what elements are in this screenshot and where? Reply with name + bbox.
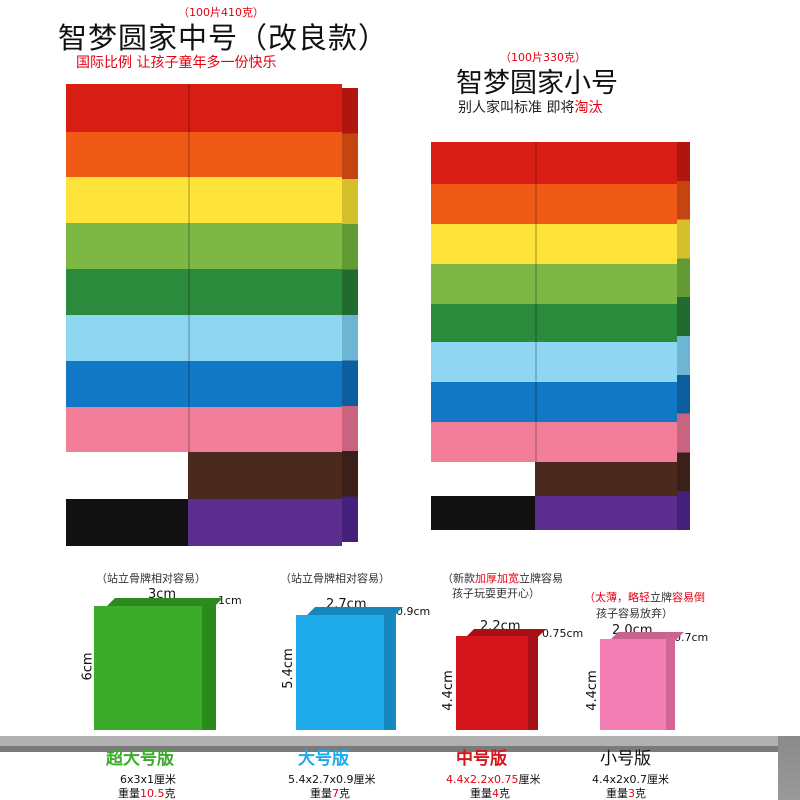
l-height-label: 5.4cm xyxy=(280,648,296,689)
s-note-d: 容易倒 xyxy=(672,591,705,604)
s-note2: 孩子容易放弃） xyxy=(596,607,673,620)
m-note-c: 立牌容易 xyxy=(519,572,563,585)
small-spec: （100片330克） xyxy=(500,51,586,64)
medium-domino-stack xyxy=(66,84,358,546)
xl-dims: 6x3x1厘米 xyxy=(120,773,177,786)
xl-domino-side xyxy=(202,604,216,730)
s-weight-value: 3 xyxy=(628,787,635,800)
s-height-label: 4.4cm xyxy=(584,670,600,711)
m-weight: 重量4克 xyxy=(470,788,510,799)
s-weight-unit: 克 xyxy=(635,787,646,800)
m-name: 中号版 xyxy=(456,749,507,769)
medium-subtitle: 国际比例 让孩子童年多一份快乐 xyxy=(76,55,277,71)
l-weight-value: 7 xyxy=(332,787,339,800)
m-weight-value: 4 xyxy=(492,787,499,800)
small-row-lightgreen xyxy=(431,264,677,304)
m-note2: 孩子玩耍更开心） xyxy=(452,587,540,600)
xl-width-label: 3cm xyxy=(148,587,177,602)
s-thickness-label: 0.7cm xyxy=(674,631,709,644)
s-weight-prefix: 重量 xyxy=(606,787,628,800)
xl-name: 超大号版 xyxy=(106,749,174,769)
l-domino xyxy=(296,615,384,730)
m-dims: 4.4x2.2x0.75厘米 xyxy=(446,774,541,785)
m-thickness-label: 0.75cm xyxy=(542,627,584,640)
l-weight-prefix: 重量 xyxy=(310,787,332,800)
small-row-red xyxy=(431,142,677,184)
small-row-pink xyxy=(431,422,677,462)
m-height-label: 4.4cm xyxy=(440,670,456,711)
medium-row-orange xyxy=(66,132,342,177)
small-block-purple xyxy=(535,496,677,530)
medium-row-red xyxy=(66,84,342,132)
s-dims: 4.4x2x0.7厘米 xyxy=(592,773,670,786)
display-base-front xyxy=(0,746,800,752)
s-note-a: （太薄， xyxy=(584,591,628,604)
medium-row-pink xyxy=(66,407,342,452)
small-block-white xyxy=(431,462,535,496)
l-domino-side xyxy=(384,613,396,730)
xl-weight-value: 10.5 xyxy=(140,787,165,800)
small-row-darkgreen xyxy=(431,304,677,342)
s-domino xyxy=(600,639,666,730)
medium-row-darkgreen xyxy=(66,269,342,315)
l-weight: 重量7克 xyxy=(310,788,350,799)
m-note: （新款加厚加宽立牌容易 xyxy=(442,573,563,584)
small-title: 智梦圆家小号 xyxy=(456,68,618,99)
medium-row-lightgreen xyxy=(66,223,342,269)
medium-block-brown xyxy=(188,452,342,499)
small-row-skyblue xyxy=(431,342,677,382)
xl-height-label: 6cm xyxy=(80,652,96,681)
m-domino-side xyxy=(528,634,538,730)
m-note-b: 加厚加宽 xyxy=(475,572,519,585)
xl-note: （站立骨牌相对容易） xyxy=(96,572,206,585)
small-row-blue xyxy=(431,382,677,422)
medium-stack-side xyxy=(340,88,358,542)
l-weight-unit: 克 xyxy=(339,787,350,800)
s-note: （太薄，略轻立牌容易倒 xyxy=(584,592,705,603)
medium-row-blue xyxy=(66,361,342,407)
s-domino-side xyxy=(666,637,675,730)
l-note: （站立骨牌相对容易） xyxy=(280,572,390,585)
medium-spec: （100片410克） xyxy=(178,6,264,19)
small-block-black xyxy=(431,496,535,530)
medium-rows xyxy=(66,84,342,546)
xl-weight-unit: 克 xyxy=(164,787,176,800)
small-subtitle-highlight: 淘汰 xyxy=(574,100,603,116)
s-weight: 重量3克 xyxy=(606,788,646,799)
m-weight-unit: 克 xyxy=(499,787,510,800)
xl-weight-prefix: 重量 xyxy=(118,787,140,800)
small-block-brown xyxy=(535,462,677,496)
s-name: 小号版 xyxy=(600,749,651,769)
l-thickness-label: 0.9cm xyxy=(396,605,431,618)
m-note-a: （新款 xyxy=(442,572,475,585)
l-dims: 5.4x2.7x0.9厘米 xyxy=(288,773,376,786)
medium-block-purple xyxy=(188,499,342,546)
medium-title: 智梦圆家中号（改良款） xyxy=(58,21,389,55)
medium-row-yellow xyxy=(66,177,342,223)
medium-block-black xyxy=(66,499,188,546)
s-note-c: 立牌 xyxy=(650,591,672,604)
m-weight-prefix: 重量 xyxy=(470,787,492,800)
xl-thickness-label: 1cm xyxy=(218,594,242,607)
medium-row-skyblue xyxy=(66,315,342,361)
small-row-yellow xyxy=(431,224,677,264)
m-domino xyxy=(456,636,528,730)
m-dims-value: 4.4x2.2x0.75 xyxy=(446,773,519,786)
small-stack-side xyxy=(676,142,690,530)
small-row-orange xyxy=(431,184,677,224)
small-rows xyxy=(431,142,677,530)
s-note-b: 略轻 xyxy=(628,591,650,604)
xl-domino xyxy=(94,606,202,730)
m-dims-unit: 厘米 xyxy=(518,773,541,786)
display-base-right xyxy=(778,736,800,800)
small-subtitle: 别人家叫标准 即将淘汰 xyxy=(458,101,602,115)
display-base-top xyxy=(0,736,800,746)
small-subtitle-main: 别人家叫标准 即将 xyxy=(458,100,575,116)
medium-block-white xyxy=(66,452,188,499)
xl-weight: 重量10.5克 xyxy=(118,788,176,799)
l-name: 大号版 xyxy=(298,749,349,769)
